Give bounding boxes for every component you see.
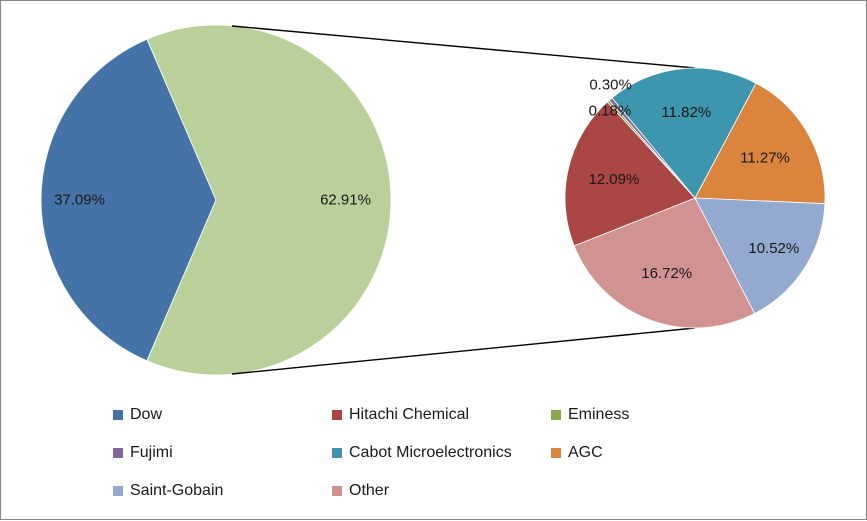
data-label-agc: 11.27% <box>740 150 790 167</box>
data-label-fujimi: 0.30% <box>589 77 632 94</box>
data-label-dow: 37.09% <box>54 192 105 209</box>
connector-lines <box>231 25 696 375</box>
main-slice-dow <box>40 38 217 362</box>
secondary-slice-other <box>573 197 756 329</box>
data-label-cabot-microelectronics: 11.82% <box>661 104 711 121</box>
secondary-pie <box>564 67 826 329</box>
secondary-slice-hitachi-chemical <box>564 101 696 247</box>
secondary-slice-saint-gobain <box>694 197 826 315</box>
data-label-main-other-combined: 62.91% <box>320 192 371 209</box>
secondary-slice-agc <box>694 82 826 205</box>
connector-line-bottom <box>231 327 696 375</box>
data-label-eminess: 0.18% <box>589 103 632 120</box>
data-label-other: 16.72% <box>641 265 692 282</box>
data-label-hitachi-chemical: 12.09% <box>588 171 639 188</box>
data-label-saint-gobain: 10.52% <box>748 240 799 257</box>
connector-line-top <box>231 25 696 69</box>
data-labels: 37.09% 62.91% 11.27% 10.52% 16.72% 12.09% 0.18… <box>54 77 799 282</box>
secondary-slice-cabot-microelectronics <box>611 67 757 199</box>
